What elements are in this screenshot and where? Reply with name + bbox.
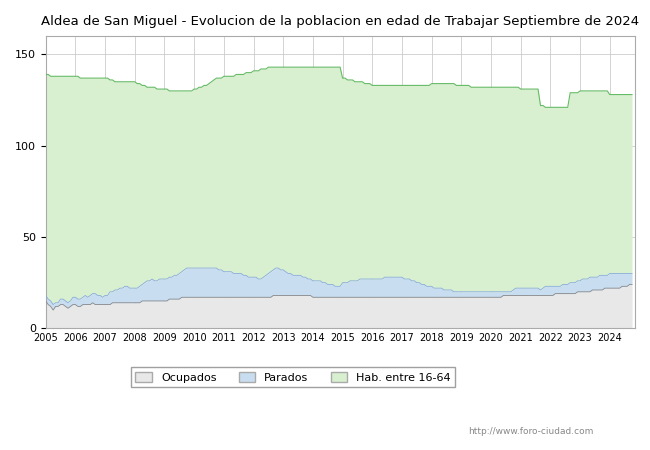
Legend: Ocupados, Parados, Hab. entre 16-64: Ocupados, Parados, Hab. entre 16-64 bbox=[131, 367, 456, 387]
Text: http://www.foro-ciudad.com: http://www.foro-ciudad.com bbox=[468, 428, 593, 436]
Title: Aldea de San Miguel - Evolucion de la poblacion en edad de Trabajar Septiembre d: Aldea de San Miguel - Evolucion de la po… bbox=[42, 15, 640, 28]
